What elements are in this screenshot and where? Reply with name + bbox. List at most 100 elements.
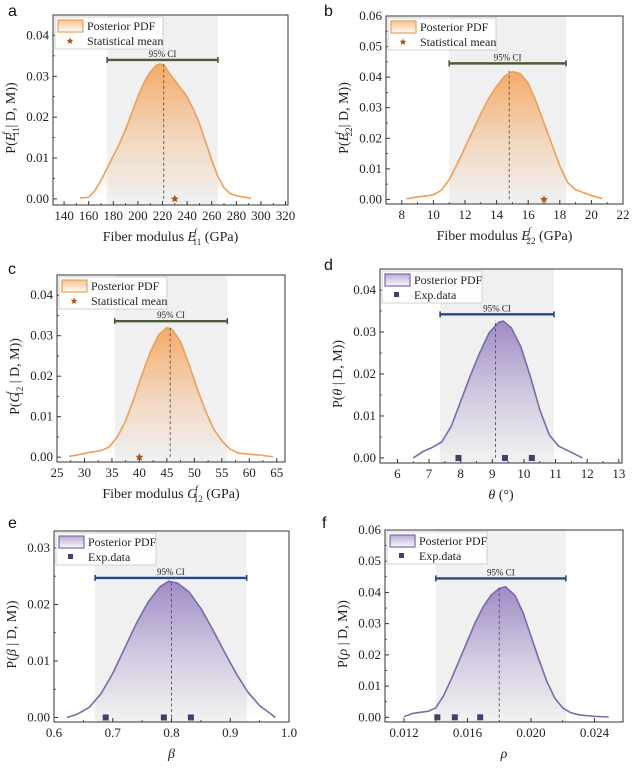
- y-tick-label: 0.04: [353, 282, 376, 297]
- x-tick-label: 16: [522, 207, 536, 222]
- y-tick-label: 0.01: [359, 161, 382, 176]
- y-tick-label: 0.04: [30, 287, 53, 302]
- y-tick-label: 0.03: [30, 328, 53, 343]
- x-tick-label: 12: [459, 207, 472, 222]
- x-tick-label: 7: [426, 466, 433, 481]
- y-tick-label: 0.00: [359, 191, 382, 206]
- x-tick-label: 320: [276, 208, 296, 223]
- exp-data-point: [455, 454, 462, 461]
- x-axis-title: ρ: [500, 747, 508, 762]
- y-tick-label: 0.00: [27, 709, 50, 724]
- x-tick-label: 8: [399, 207, 406, 222]
- legend-pdf-swatch: [57, 19, 84, 33]
- panel-e: e 95% CI 0.6 0.7 0.8 0.9 1.0 0.00 0.01 0.02 0.03 β P…: [5, 515, 297, 762]
- exp-data-point: [187, 714, 194, 721]
- y-tick-label: 0.01: [30, 409, 53, 424]
- x-tick-label: 0.024: [580, 725, 610, 740]
- x-tick-label: 22: [617, 207, 630, 222]
- pdf-area: [404, 586, 609, 718]
- y-axis-title: P(ρ | D, M)): [336, 600, 351, 668]
- mean-marker: [135, 452, 144, 461]
- exp-data-point: [102, 714, 109, 721]
- legend-label-marker: Exp.data: [419, 549, 462, 563]
- legend-label-marker: Statistical mean: [87, 34, 163, 48]
- x-axis-title: θ (°): [488, 488, 514, 503]
- exp-data-point: [477, 714, 484, 721]
- x-tick-label: 160: [79, 208, 99, 223]
- legend-label-pdf: Posterior PDF: [88, 535, 157, 549]
- legend-star-icon: [70, 297, 78, 304]
- x-tick-label: 0.016: [453, 725, 483, 740]
- legend-label-pdf: Posterior PDF: [87, 19, 156, 33]
- panel-a: a 95% CI 140 160 180 200 220 240 260 280 300 320 0.0…: [1, 3, 295, 247]
- y-axis-title: P(Ef22| D, M)): [334, 82, 354, 154]
- panel-f: f 95% CI 0.012 0.016 0.020 0.024 0.00 0.01 0.02 0…: [322, 515, 624, 762]
- legend-star-icon: [66, 37, 74, 44]
- legend-label-pdf: Posterior PDF: [420, 20, 489, 34]
- legend-label-pdf: Posterior PDF: [91, 279, 160, 293]
- y-tick-label: 0.01: [26, 150, 49, 165]
- x-tick-label: 18: [553, 207, 566, 222]
- legend-label-marker: Statistical mean: [91, 294, 167, 308]
- y-axis-title: P(Ef11| D, M)): [1, 82, 21, 154]
- panel-letter: b: [324, 3, 333, 20]
- panel-letter: d: [324, 257, 333, 274]
- x-tick-label: 30: [78, 465, 91, 480]
- x-tick-label: 20: [585, 207, 598, 222]
- x-tick-label: 140: [54, 208, 74, 223]
- legend-pdf-swatch: [390, 20, 417, 34]
- x-tick-label: 0.012: [389, 725, 418, 740]
- legend-pdf-swatch: [61, 279, 88, 293]
- pdf-area: [406, 71, 603, 200]
- panel-b: b 95% CI 8 10 12 14 16 18 20 22 0.00 0.01 0.02 0.03 0.…: [324, 3, 630, 246]
- y-tick-label: 0.02: [30, 368, 53, 383]
- exp-data-point: [528, 454, 535, 461]
- legend-square-icon: [399, 553, 404, 558]
- legend-pdf-swatch: [384, 273, 411, 287]
- legend-square-icon: [394, 292, 399, 297]
- y-tick-label: 0.00: [26, 191, 49, 206]
- x-tick-label: 65: [270, 465, 283, 480]
- x-tick-label: 240: [177, 208, 197, 223]
- x-tick-label: 0.7: [105, 725, 122, 740]
- pdf-area: [413, 321, 583, 458]
- x-tick-label: 40: [133, 465, 146, 480]
- legend-label-marker: Statistical mean: [420, 35, 496, 49]
- mean-marker: [540, 195, 548, 203]
- pdf-curve: [412, 320, 583, 459]
- mean-marker: [170, 194, 179, 203]
- x-tick-label: 0.8: [163, 725, 179, 740]
- x-tick-label: 8: [457, 466, 464, 481]
- y-tick-label: 0.03: [359, 100, 382, 115]
- x-tick-label: 11: [549, 466, 562, 481]
- exp-data-point: [160, 714, 167, 721]
- ci-label: 95% CI: [149, 49, 177, 59]
- x-tick-label: 220: [153, 208, 173, 223]
- x-tick-label: 60: [243, 465, 256, 480]
- x-tick-label: 260: [202, 208, 222, 223]
- plot-frame: [385, 15, 624, 205]
- exp-data-point: [434, 714, 441, 721]
- y-tick-label: 0.04: [358, 584, 381, 599]
- plot-frame: [52, 14, 289, 206]
- x-tick-label: 35: [105, 465, 118, 480]
- exp-data-point: [451, 714, 458, 721]
- y-tick-label: 0.02: [358, 647, 381, 662]
- pdf-curve: [66, 580, 276, 719]
- y-tick-label: 0.05: [358, 553, 381, 568]
- x-tick-label: 0.020: [516, 725, 545, 740]
- plot-frame: [56, 274, 286, 463]
- legend-label-marker: Exp.data: [88, 550, 131, 564]
- legend-pdf-swatch: [58, 535, 85, 549]
- pdf-curve: [68, 326, 274, 458]
- y-tick-label: 0.03: [353, 324, 376, 339]
- pdf-area: [80, 64, 252, 199]
- exp-data-point: [501, 454, 508, 461]
- legend-pdf-swatch: [389, 534, 416, 548]
- panel-d: d 95% CI 6 7 8 9 10 11 12 13 0.00 0.01 0.02 0.03 0.04 θ…: [324, 257, 625, 503]
- x-tick-label: 10: [517, 466, 530, 481]
